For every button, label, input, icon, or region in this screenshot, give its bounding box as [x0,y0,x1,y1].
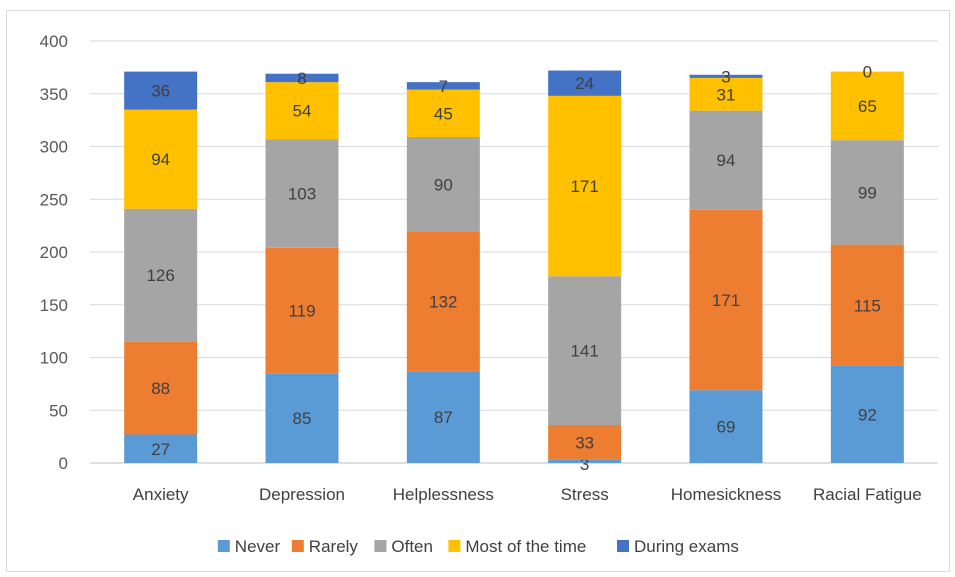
x-axis: Anxiety Depression Helplessness Stress Homes… [133,485,922,504]
data-label: 45 [434,104,453,123]
bar-segment [124,341,198,435]
legend-label: Rarely [309,537,359,556]
data-label: 132 [429,293,457,312]
legend-swatch [617,540,629,552]
bar-segment [124,109,198,209]
bar-segment [406,89,480,138]
bar-segment [124,208,198,342]
y-tick-label: 100 [40,349,68,368]
bar-segment [265,247,339,374]
data-label: 31 [717,85,736,104]
bar-segment [265,139,339,248]
bar-segment [406,371,480,463]
bar-segment [548,459,622,463]
x-tick-label: Racial Fatigue [813,485,922,504]
x-tick-label: Helplessness [393,485,494,504]
bar-segment [830,140,904,245]
data-label: 3 [580,455,589,474]
bar-segment [689,74,763,78]
data-label: 3 [721,67,730,86]
gridlines [90,40,938,464]
data-label: 94 [151,150,170,169]
data-label: 54 [293,102,312,121]
data-label: 8 [297,69,306,88]
legend-swatch [448,540,461,552]
bar-segment [830,365,904,463]
y-tick-label: 50 [49,401,68,420]
bar-segment [548,95,622,277]
bar-segment [689,77,763,111]
bar-segment [406,231,480,372]
y-tick-label: 300 [40,138,68,157]
legend-label: During exams [634,537,739,556]
data-label: 92 [858,405,877,424]
data-label: 69 [717,418,736,437]
data-label: 94 [717,151,736,170]
legend-label: Never [235,537,281,556]
bar-segment [406,82,480,90]
y-tick-label: 250 [40,190,68,209]
legend: Never Rarely Often Most of the time During e… [217,537,739,556]
x-tick-label: Anxiety [133,485,189,504]
data-label: 87 [434,408,453,427]
data-label: 27 [151,440,170,459]
bar-segment [830,244,904,366]
data-label: 85 [293,409,312,428]
bar-segment [124,71,198,110]
bar-segment [689,209,763,391]
legend-swatch [217,540,230,552]
bars: 2788126943685119103548871329045733314117… [124,63,904,474]
bar-segment [548,425,622,460]
bar-segment [265,373,339,463]
data-label: 171 [570,177,598,196]
bar-segment [689,110,763,210]
x-tick-label: Depression [259,485,345,504]
data-label: 36 [151,82,170,101]
y-tick-label: 0 [59,454,68,473]
data-label: 90 [434,175,453,194]
data-label: 171 [712,291,740,310]
data-label: 119 [288,302,315,321]
y-tick-label: 400 [40,32,68,51]
data-label: 115 [854,296,881,315]
data-label: 126 [146,266,174,285]
data-label: 141 [570,342,598,361]
data-label: 99 [858,183,877,202]
x-tick-label: Stress [561,485,609,504]
bar-segment [548,70,622,96]
y-tick-label: 200 [40,243,68,262]
bar-segment [689,390,763,463]
bar-segment [548,276,622,426]
legend-label: Often [391,537,433,556]
y-tick-label: 150 [40,296,68,315]
y-tick-label: 350 [40,85,68,104]
legend-swatch [291,540,304,552]
data-label: 65 [858,97,877,116]
y-axis: 0 50 100 150 200 250 300 350 400 [40,32,68,473]
legend-swatch [374,540,387,552]
bar-segment [265,73,339,83]
data-label: 24 [575,74,594,93]
bar-segment [830,71,904,141]
legend-label: Most of the time [465,537,586,556]
bar-segment [124,434,198,463]
data-label: 7 [439,77,448,96]
bar-segment [406,137,480,232]
x-tick-label: Homesickness [671,485,782,504]
bar-segment [265,82,339,140]
data-label: 0 [863,63,872,82]
data-label: 103 [288,184,316,203]
data-label: 33 [575,433,594,452]
data-label: 88 [151,379,170,398]
